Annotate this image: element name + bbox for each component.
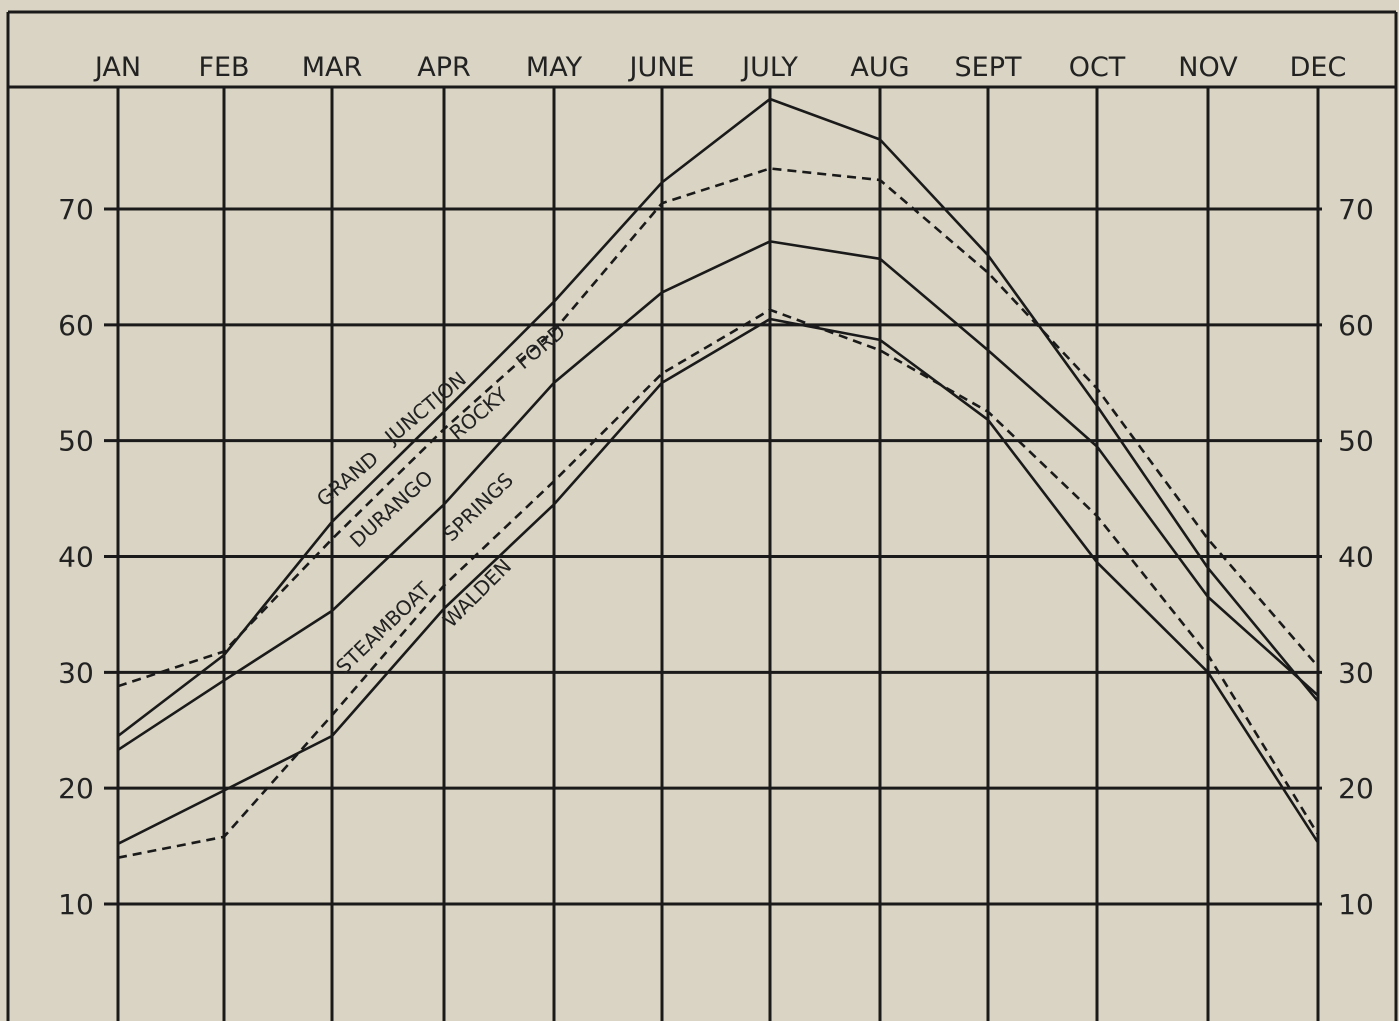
series-line-walden [117,317,1320,845]
series-line-rocky-ford [117,167,1319,688]
y-tick-left-10: 10 [58,888,94,921]
y-tick-right-30: 30 [1338,656,1374,689]
y-tick-right-40: 40 [1338,541,1374,574]
y-ticks-right: 10 20 30 40 50 60 70 [1338,193,1374,921]
month-label-nov: NOV [1178,52,1238,83]
series-line-steamboat-springs [117,308,1320,859]
y-tick-right-60: 60 [1338,309,1374,342]
month-label-aug: AUG [850,52,909,83]
month-label-jan: JAN [93,52,141,83]
month-label-apr: APR [417,52,471,83]
grid [6,10,1398,1021]
y-ticks-left: 10 20 30 40 50 60 70 [58,193,94,921]
month-label-mar: MAR [302,52,363,83]
month-label-may: MAY [526,52,583,83]
month-label-oct: OCT [1069,52,1126,83]
y-tick-left-40: 40 [58,541,94,574]
y-tick-left-50: 50 [58,425,94,458]
y-tick-left-70: 70 [58,193,94,226]
y-tick-left-30: 30 [58,656,94,689]
y-tick-right-20: 20 [1338,772,1374,805]
y-tick-left-20: 20 [58,772,94,805]
y-tick-left-60: 60 [58,309,94,342]
month-label-feb: FEB [198,52,249,83]
series-lines [117,97,1320,859]
y-tick-right-10: 10 [1338,888,1374,921]
month-label-sept: SEPT [955,52,1022,83]
month-label-july: JULY [740,52,798,83]
month-label-june: JUNE [628,52,695,83]
month-label-dec: DEC [1290,52,1347,83]
y-tick-right-70: 70 [1338,193,1374,226]
series-line-durango [117,240,1319,751]
series-line-grand-junction [117,97,1320,738]
month-labels: JAN FEB MAR APR MAY JUNE JULY AUG SEPT OCT NOV DEC [93,52,1346,83]
y-tick-right-50: 50 [1338,425,1374,458]
